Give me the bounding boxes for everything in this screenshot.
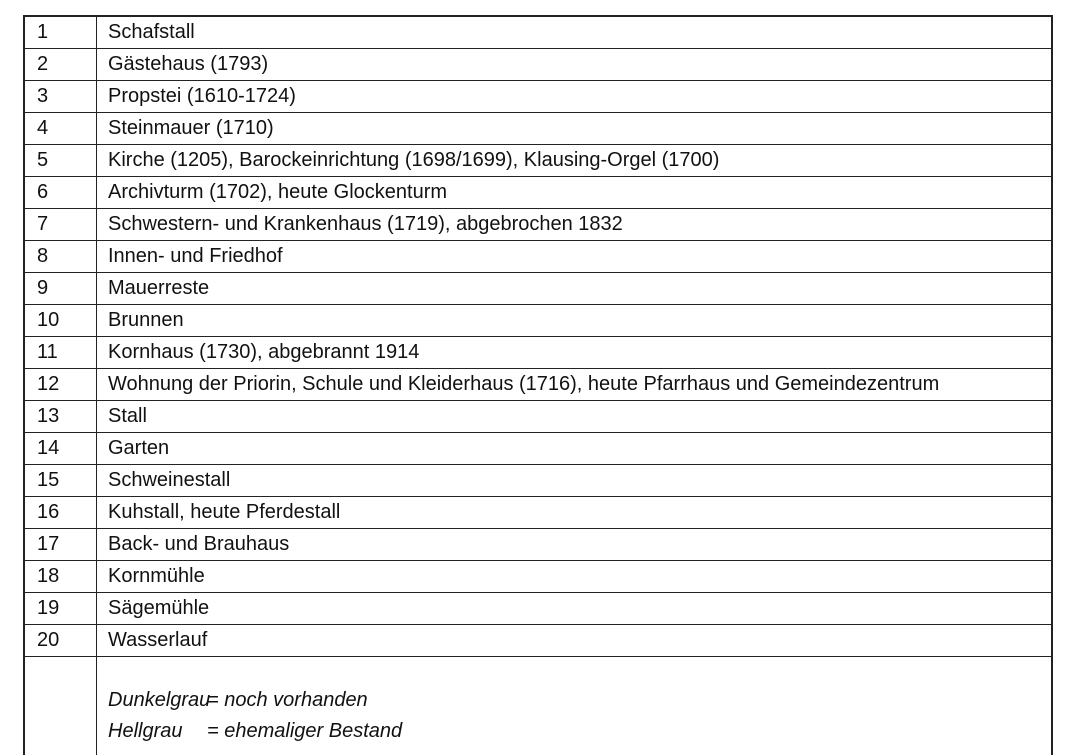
table-row: 2 Gästehaus (1793): [23, 48, 1053, 81]
row-number: 13: [23, 400, 97, 433]
table-row: 6 Archivturm (1702), heute Glockenturm: [23, 176, 1053, 209]
table-row: 10 Brunnen: [23, 304, 1053, 337]
row-number: 11: [23, 336, 97, 369]
row-label: Sägemühle: [96, 592, 1053, 625]
row-label: Kornhaus (1730), abgebrannt 1914: [96, 336, 1053, 369]
row-number: 10: [23, 304, 97, 337]
table-row: 4 Steinmauer (1710): [23, 112, 1053, 145]
table-row: 16 Kuhstall, heute Pferdestall: [23, 496, 1053, 529]
row-number: 14: [23, 432, 97, 465]
table-row: 1 Schafstall: [23, 15, 1053, 49]
table-row: 17 Back- und Brauhaus: [23, 528, 1053, 561]
row-label: Kornmühle: [96, 560, 1053, 593]
legend-definition: = noch vorhanden: [207, 689, 368, 711]
row-label: Stall: [96, 400, 1053, 433]
row-label: Schwestern- und Krankenhaus (1719), abge…: [96, 208, 1053, 241]
row-label: Wasserlauf: [96, 624, 1053, 657]
table-row: 9 Mauerreste: [23, 272, 1053, 305]
row-label: Schweinestall: [96, 464, 1053, 497]
table-row: 18 Kornmühle: [23, 560, 1053, 593]
building-legend-table: 1 Schafstall 2 Gästehaus (1793) 3 Propst…: [23, 15, 1053, 755]
legend-row: Dunkelgrau = noch vorhanden Hellgrau = e…: [23, 656, 1053, 755]
row-number: 7: [23, 208, 97, 241]
row-label: Archivturm (1702), heute Glockenturm: [96, 176, 1053, 209]
row-number: 9: [23, 272, 97, 305]
legend-cell: Dunkelgrau = noch vorhanden Hellgrau = e…: [96, 656, 1053, 755]
row-label: Steinmauer (1710): [96, 112, 1053, 145]
row-label: Innen- und Friedhof: [96, 240, 1053, 273]
table-row: 20 Wasserlauf: [23, 624, 1053, 657]
table-row: 5 Kirche (1205), Barockeinrichtung (1698…: [23, 144, 1053, 177]
row-label: Wohnung der Priorin, Schule und Kleiderh…: [96, 368, 1053, 401]
row-number: 19: [23, 592, 97, 625]
legend-line-dunkelgrau: Dunkelgrau = noch vorhanden: [108, 685, 1045, 716]
legend-term: Dunkelgrau: [108, 689, 211, 711]
row-number: 17: [23, 528, 97, 561]
table-row: 3 Propstei (1610-1724): [23, 80, 1053, 113]
row-number: 16: [23, 496, 97, 529]
row-label: Mauerreste: [96, 272, 1053, 305]
row-number: 4: [23, 112, 97, 145]
legend-term: Hellgrau: [108, 720, 183, 742]
row-label: Schafstall: [96, 15, 1053, 49]
table-row: 19 Sägemühle: [23, 592, 1053, 625]
legend-definition: = ehemaliger Bestand: [207, 720, 403, 742]
legend-number-cell-empty: [23, 656, 97, 755]
legend-line-hellgrau: Hellgrau = ehemaliger Bestand: [108, 716, 1045, 747]
row-number: 8: [23, 240, 97, 273]
row-label: Propstei (1610-1724): [96, 80, 1053, 113]
row-label: Brunnen: [96, 304, 1053, 337]
table-row: 7 Schwestern- und Krankenhaus (1719), ab…: [23, 208, 1053, 241]
table-row: 8 Innen- und Friedhof: [23, 240, 1053, 273]
row-number: 12: [23, 368, 97, 401]
row-label: Kirche (1205), Barockeinrichtung (1698/1…: [96, 144, 1053, 177]
table-row: 15 Schweinestall: [23, 464, 1053, 497]
row-number: 20: [23, 624, 97, 657]
table-row: 11 Kornhaus (1730), abgebrannt 1914: [23, 336, 1053, 369]
row-label: Gästehaus (1793): [96, 48, 1053, 81]
row-number: 3: [23, 80, 97, 113]
table-row: 13 Stall: [23, 400, 1053, 433]
table-row: 12 Wohnung der Priorin, Schule und Kleid…: [23, 368, 1053, 401]
row-number: 15: [23, 464, 97, 497]
row-number: 2: [23, 48, 97, 81]
row-number: 18: [23, 560, 97, 593]
row-number: 1: [23, 15, 97, 49]
row-number: 5: [23, 144, 97, 177]
table-row: 14 Garten: [23, 432, 1053, 465]
row-label: Garten: [96, 432, 1053, 465]
row-label: Back- und Brauhaus: [96, 528, 1053, 561]
row-label: Kuhstall, heute Pferdestall: [96, 496, 1053, 529]
row-number: 6: [23, 176, 97, 209]
